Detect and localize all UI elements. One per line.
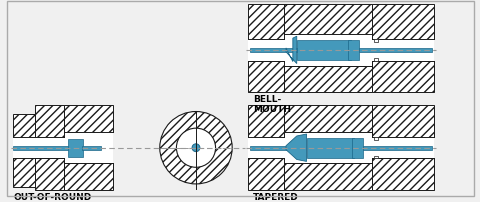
Bar (249, 146, 303, 150)
Bar (247, 137, 284, 159)
Bar (373, 40, 377, 43)
Bar (373, 156, 377, 159)
Bar (372, 137, 433, 159)
Bar (362, 146, 431, 150)
Bar (372, 159, 433, 190)
Bar (68, 139, 84, 157)
Bar (247, 40, 284, 61)
Bar (372, 5, 433, 40)
Circle shape (159, 112, 232, 184)
Bar (81, 146, 101, 150)
Bar (284, 132, 372, 164)
Bar (372, 40, 433, 61)
Bar (64, 164, 113, 190)
Bar (373, 137, 377, 140)
Bar (359, 49, 431, 53)
Bar (373, 58, 377, 61)
Bar (296, 41, 350, 60)
Polygon shape (286, 37, 296, 64)
Bar (247, 61, 284, 93)
Bar (347, 41, 359, 60)
Bar (247, 5, 284, 40)
Bar (284, 5, 372, 35)
Bar (35, 137, 64, 159)
Bar (247, 159, 284, 190)
Bar (64, 132, 113, 164)
Bar (13, 151, 35, 187)
Bar (35, 159, 64, 190)
Bar (284, 164, 372, 190)
Circle shape (192, 144, 200, 152)
Bar (284, 35, 372, 66)
Bar (13, 115, 35, 145)
Bar (284, 105, 372, 132)
Bar (306, 138, 353, 158)
Bar (372, 61, 433, 93)
Bar (64, 105, 113, 132)
Text: OUT-OF-ROUND: OUT-OF-ROUND (13, 192, 91, 201)
Bar (13, 146, 72, 150)
Circle shape (176, 128, 215, 167)
Bar (284, 66, 372, 93)
Bar (249, 49, 303, 53)
Text: TAPERED: TAPERED (252, 192, 298, 201)
Bar (247, 105, 284, 137)
Bar (13, 137, 35, 159)
Bar (35, 105, 64, 137)
Bar (372, 105, 433, 137)
Polygon shape (286, 134, 306, 162)
Bar (351, 138, 362, 158)
Text: BELL-
MOUTH: BELL- MOUTH (252, 95, 290, 114)
